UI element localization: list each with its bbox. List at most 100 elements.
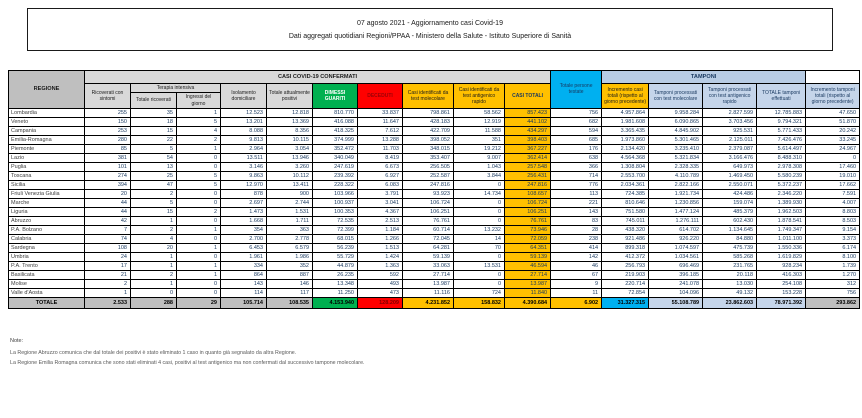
cell-incremento_tamponi: 51.870 — [805, 116, 861, 127]
cell-dimessi_guariti: 72.399 — [312, 224, 358, 235]
cell-casi_antigenico: 58.562 — [453, 107, 505, 118]
cell-ti_totale: 35 — [130, 107, 177, 118]
cell-deceduti: 11.647 — [357, 116, 403, 127]
cell-incremento_casi: 682 — [550, 116, 603, 127]
cell-isolamento: 878 — [220, 188, 267, 199]
cell-incremento_casi: 176 — [550, 143, 603, 154]
cell-attualmente_positivi: 3.260 — [266, 161, 313, 172]
cell-tamponi_antigenico: 585.268 — [702, 251, 758, 262]
cell-casi_totali: 398.403 — [503, 134, 552, 145]
col-header-ti-ingressi: Ingressi del giorno — [176, 92, 221, 109]
cell-ricoverati: 21 — [84, 269, 131, 280]
cell-ricoverati: 20 — [84, 188, 131, 199]
cell-incremento_tamponi: 8.803 — [805, 206, 861, 217]
cell-persone_testate: 219.903 — [601, 269, 650, 280]
col-header-tamponi-totale: TOTALE tamponi effettuati — [756, 83, 807, 109]
cell-tamponi_totale: 5.580.239 — [756, 170, 807, 181]
cell-attualmente_positivi: 1.531 — [266, 206, 313, 217]
cell-isolamento: 6.453 — [220, 242, 267, 253]
cell-deceduti: 33.837 — [357, 107, 403, 118]
cell-tamponi_antigenico: 485.379 — [702, 206, 758, 217]
region-name: Piemonte — [8, 143, 85, 154]
cell-persone_testate: 3.365.435 — [601, 125, 650, 136]
cell-tamponi_antigenico: 1.134.645 — [702, 224, 758, 235]
cell-casi_totali: 73.946 — [503, 224, 552, 235]
cell-dimessi_guariti: 100.937 — [312, 197, 358, 208]
cell-isolamento: 8.088 — [220, 125, 267, 136]
cell-isolamento: 1.473 — [220, 206, 267, 217]
total-cell-tamponi_molecolare: 55.108.789 — [648, 296, 704, 309]
cell-tamponi_molecolare: 4.110.789 — [648, 170, 704, 181]
col-header-incremento-casi: Incremento casi totali (rispetto al gior… — [601, 83, 650, 109]
cell-tamponi_molecolare: 9.958.284 — [648, 107, 704, 118]
cell-casi_molecolare: 11.116 — [402, 287, 454, 298]
cell-casi_molecolare: 398.052 — [402, 134, 454, 145]
cell-ricoverati: 255 — [84, 107, 131, 118]
cell-ti_ingressi: 0 — [176, 188, 221, 199]
cell-casi_antigenico: 0 — [453, 206, 505, 217]
cell-attualmente_positivi: 887 — [266, 269, 313, 280]
notes-title: Note: — [10, 338, 24, 344]
table-row: Valle d'Aosta 1 0 0 114 117 11.250 473 11.116 724… — [8, 287, 861, 298]
cell-tamponi_antigenico: 13.030 — [702, 278, 758, 289]
cell-incremento_casi: 366 — [550, 161, 603, 172]
cell-ricoverati: 2 — [84, 278, 131, 289]
cell-casi_totali: 72.059 — [503, 233, 552, 244]
cell-ti_totale: 0 — [130, 287, 177, 298]
cell-casi_totali: 256.431 — [503, 170, 552, 181]
cell-casi_totali: 247.816 — [503, 179, 552, 190]
cell-ti_totale: 1 — [130, 251, 177, 262]
cell-incremento_casi: 113 — [550, 188, 603, 199]
cell-casi_totali: 11.840 — [503, 287, 552, 298]
cell-persone_testate: 4.957.864 — [601, 107, 650, 118]
cell-ti_ingressi: 1 — [176, 269, 221, 280]
col-header-incremento-tamponi: Incremento tamponi totali (rispetto al g… — [805, 83, 861, 109]
cell-tamponi_molecolare: 926.220 — [648, 233, 704, 244]
col-header-isolamento: Isolamento domiciliare — [220, 83, 267, 109]
cell-incremento_tamponi: 17.460 — [805, 161, 861, 172]
cell-persone_testate: 1.973.860 — [601, 134, 650, 145]
cell-ti_totale: 1 — [130, 260, 177, 271]
region-name: Veneto — [8, 116, 85, 127]
cell-deceduti: 592 — [357, 269, 403, 280]
cell-ti_totale: 1 — [130, 215, 177, 226]
cell-deceduti: 1.424 — [357, 251, 403, 262]
cell-incremento_tamponi: 8.503 — [805, 215, 861, 226]
table-row: Liguria 44 15 2 1.473 1.531 100.353 4.367 106.25… — [8, 206, 861, 217]
cell-dimessi_guariti: 416.088 — [312, 116, 358, 127]
total-cell-incremento_tamponi: 293.862 — [805, 296, 861, 309]
cell-casi_totali: 857.423 — [503, 107, 552, 118]
region-name: P.A. Trento — [8, 260, 85, 271]
cell-deceduti: 1.363 — [357, 260, 403, 271]
cell-casi_antigenico: 0 — [453, 197, 505, 208]
cell-tamponi_totale: 153.228 — [756, 287, 807, 298]
cell-ricoverati: 44 — [84, 206, 131, 217]
cell-isolamento: 1.961 — [220, 251, 267, 262]
cell-casi_antigenico: 70 — [453, 242, 505, 253]
cell-ricoverati: 394 — [84, 179, 131, 190]
region-name: Lombardia — [8, 107, 85, 118]
cell-tamponi_antigenico: 84.880 — [702, 233, 758, 244]
cell-casi_antigenico: 351 — [453, 134, 505, 145]
cell-dimessi_guariti: 810.770 — [312, 107, 358, 118]
cell-attualmente_positivi: 1.711 — [266, 215, 313, 226]
cell-incremento_casi: 776 — [550, 179, 603, 190]
cell-persone_testate: 1.981.608 — [601, 116, 650, 127]
cell-tamponi_totale: 2.978.308 — [756, 161, 807, 172]
cell-attualmente_positivi: 10.112 — [266, 170, 313, 181]
cell-tamponi_totale: 1.389.930 — [756, 197, 807, 208]
cell-attualmente_positivi: 13.411 — [266, 179, 313, 190]
cell-ti_totale: 2 — [130, 224, 177, 235]
table-row: Lombardia 255 35 1 12.523 12.818 810.770 33.837… — [8, 107, 861, 118]
cell-tamponi_totale: 1.962.503 — [756, 206, 807, 217]
cell-tamponi_totale: 1.878.541 — [756, 215, 807, 226]
col-header-tamponi-molecolare: Tamponi processati con test molecolare — [648, 83, 704, 109]
cell-persone_testate: 921.486 — [601, 233, 650, 244]
cell-tamponi_antigenico: 475.739 — [702, 242, 758, 253]
cell-casi_molecolare: 60.714 — [402, 224, 454, 235]
cell-persone_testate: 1.308.804 — [601, 161, 650, 172]
cell-casi_antigenico: 14.734 — [453, 188, 505, 199]
cell-casi_molecolare: 252.587 — [402, 170, 454, 181]
cell-attualmente_positivi: 8.356 — [266, 125, 313, 136]
